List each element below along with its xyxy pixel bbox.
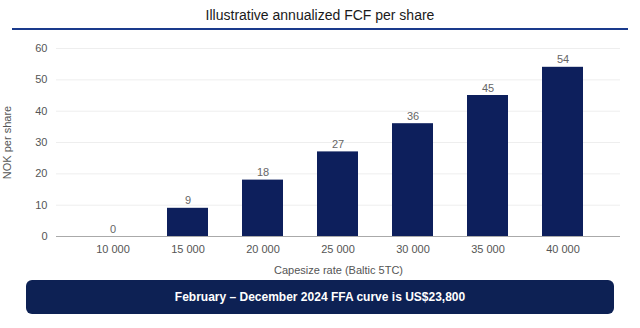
- svg-text:Capesize rate (Baltic 5TC): Capesize rate (Baltic 5TC): [274, 264, 403, 276]
- html-text:February – December 2024 FFA c: February – December 2024 FFA curve is US…: [174, 290, 466, 304]
- svg-text:36: 36: [407, 110, 419, 122]
- svg-text:15 000: 15 000: [171, 243, 205, 255]
- svg-text:10: 10: [35, 199, 47, 211]
- html-text:Illustrative annualized FCF pe: Illustrative annualized FCF per share: [205, 7, 435, 23]
- svg-text:18: 18: [257, 166, 269, 178]
- svg-text:20 000: 20 000: [246, 243, 280, 255]
- svg-text:0: 0: [41, 230, 47, 242]
- svg-text:60: 60: [35, 42, 47, 54]
- svg-text:0: 0: [110, 223, 116, 235]
- svg-text:54: 54: [557, 53, 569, 65]
- svg-text:30: 30: [35, 136, 47, 148]
- svg-text:35 000: 35 000: [471, 243, 505, 255]
- svg-text:30 000: 30 000: [396, 243, 430, 255]
- svg-text:45: 45: [482, 82, 494, 94]
- svg-text:20: 20: [35, 167, 47, 179]
- svg-text:40: 40: [35, 105, 47, 117]
- svg-text:50: 50: [35, 73, 47, 85]
- svg-text:27: 27: [332, 138, 344, 150]
- svg-text:NOK per share: NOK per share: [1, 106, 13, 179]
- svg-text:9: 9: [185, 194, 191, 206]
- svg-text:25 000: 25 000: [321, 243, 355, 255]
- svg-text:10 000: 10 000: [96, 243, 130, 255]
- svg-text:40 000: 40 000: [546, 243, 580, 255]
